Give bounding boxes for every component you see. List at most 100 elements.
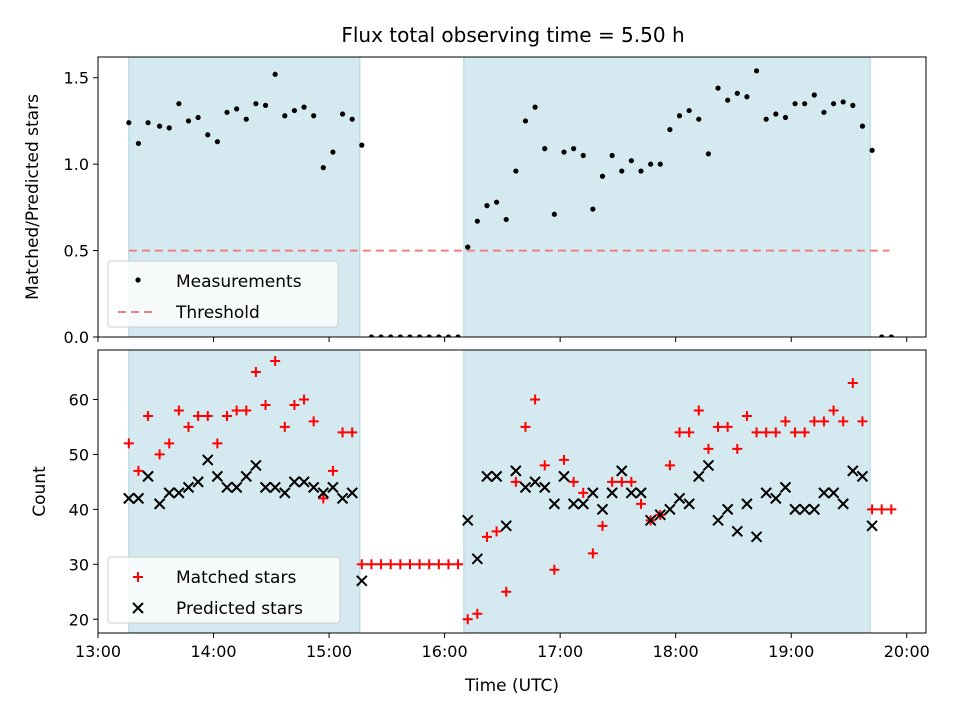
matched-star-point: [453, 559, 464, 570]
matched-star-point: [597, 520, 608, 531]
measurement-point: [388, 334, 394, 337]
matched-star-point: [857, 416, 868, 427]
predicted-star-point: [132, 492, 145, 505]
matched-star-point: [395, 559, 406, 570]
measurement-point: [465, 244, 471, 250]
matched-star-point: [318, 493, 329, 504]
predicted-star-point: [519, 481, 532, 494]
matched-star-point: [780, 416, 791, 427]
legend-label: Measurements: [176, 272, 302, 292]
predicted-star-point: [529, 476, 541, 488]
measurement-point: [628, 158, 634, 164]
measurement-point: [792, 101, 798, 107]
predicted-star-point: [606, 487, 618, 499]
matched-star-point: [790, 427, 801, 438]
matched-star-point: [501, 586, 512, 597]
measurement-point: [532, 104, 538, 110]
measurement-point: [571, 146, 577, 152]
predicted-star-point: [770, 492, 782, 505]
matched-star-point: [886, 504, 897, 515]
matched-star-point: [530, 394, 541, 405]
predicted-star-point: [789, 503, 801, 516]
predicted-star-point: [279, 487, 291, 499]
predicted-star-point: [760, 487, 772, 499]
predicted-star-point: [123, 492, 135, 505]
predicted-star-point: [779, 481, 792, 494]
measurement-point: [648, 161, 654, 167]
matched-star-point: [376, 559, 387, 570]
measurement-point: [609, 152, 615, 159]
matched-star-point: [154, 449, 165, 460]
predicted-star-point: [577, 498, 589, 510]
matched-star-point: [520, 421, 531, 432]
measurement-point: [214, 139, 220, 145]
predicted-star-point: [847, 465, 859, 477]
x-tick-label: 15:00: [306, 642, 352, 661]
measurement-point: [657, 161, 663, 167]
matched-star-point: [123, 438, 134, 449]
legend-dot-icon: [135, 277, 141, 283]
measurement-point: [426, 334, 432, 337]
axes-frame: [97, 349, 927, 634]
predicted-star-point: [307, 481, 320, 494]
y-tick-label: 60: [69, 390, 89, 409]
matched-star-point: [741, 410, 752, 421]
measurement-point: [522, 118, 529, 124]
measurement-point: [205, 132, 211, 138]
measurement-point: [359, 142, 365, 148]
measurement-point: [821, 109, 827, 115]
matched-star-point: [433, 559, 444, 570]
matched-star-point: [703, 443, 714, 454]
predicted-star-point: [288, 476, 301, 488]
measurement-point: [542, 146, 548, 152]
predicted-star-point: [596, 503, 609, 516]
x-tick-label: 20:00: [884, 642, 930, 661]
matched-star-point: [616, 476, 627, 487]
measurement-point: [638, 168, 644, 174]
predicted-star-point: [500, 520, 512, 532]
matched-star-point: [876, 504, 887, 515]
predicted-star-point: [202, 454, 214, 466]
predicted-star-point: [153, 498, 166, 510]
matched-star-point: [347, 427, 358, 438]
predicted-star-point: [298, 476, 310, 488]
measurement-point: [619, 168, 625, 174]
predicted-star-point: [654, 509, 666, 521]
measurement-point: [811, 92, 817, 98]
matched-star-point: [674, 427, 685, 438]
measurement-point: [224, 109, 230, 115]
y-tick-label: 20: [69, 610, 89, 629]
measurement-point: [291, 107, 298, 114]
y-tick-label: 40: [69, 500, 89, 519]
predicted-star-point: [673, 492, 686, 505]
matched-star-point: [270, 355, 281, 366]
predicted-star-point: [702, 459, 715, 472]
measurement-point: [879, 334, 885, 337]
matched-star-point: [143, 410, 154, 421]
matched-star-point: [578, 487, 589, 498]
matched-star-point: [558, 454, 569, 465]
matched-star-point: [404, 559, 415, 570]
x-tick-label: 17:00: [537, 642, 583, 661]
matched-star-point: [356, 559, 367, 570]
matched-star-point: [809, 416, 820, 427]
matched-star-point: [732, 443, 743, 454]
matched-star-point: [847, 377, 858, 388]
predicted-star-point: [827, 487, 840, 499]
measurement-point: [705, 151, 712, 157]
matched-star-point: [828, 405, 839, 416]
predicted-star-point: [490, 470, 503, 483]
predicted-star-point: [240, 470, 252, 483]
predicted-star-point: [856, 470, 869, 483]
y-tick-label: 0.0: [64, 328, 89, 347]
matched-star-point: [684, 427, 695, 438]
predicted-star-point: [664, 503, 676, 516]
x-tick-label: 19:00: [768, 642, 814, 661]
matched-star-point: [867, 504, 878, 515]
measurement-point: [301, 104, 307, 110]
plot-area: [126, 57, 894, 337]
predicted-star-point: [356, 575, 368, 587]
measurement-point: [253, 101, 259, 107]
matched-star-point: [636, 498, 647, 509]
measurement-point: [744, 94, 750, 100]
